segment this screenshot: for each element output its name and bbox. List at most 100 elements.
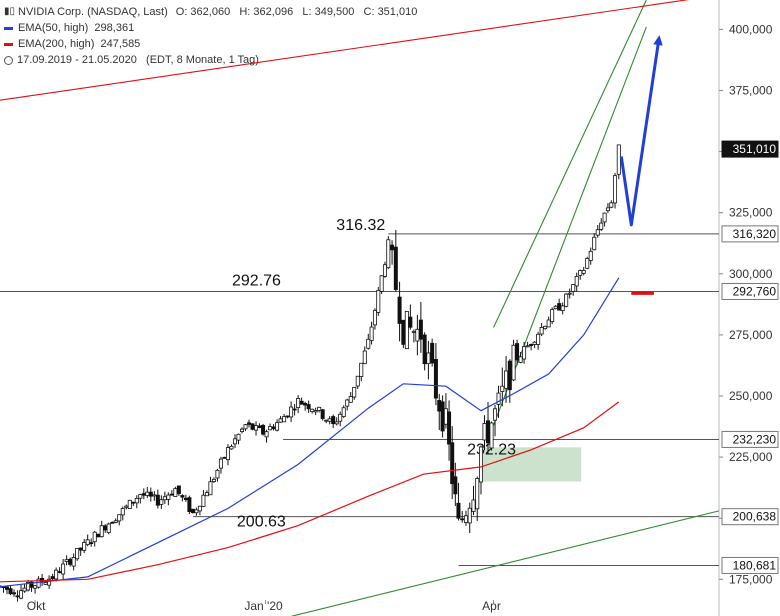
candle xyxy=(134,495,139,509)
trend-line-0 xyxy=(493,0,647,328)
candle xyxy=(463,510,468,526)
candle-body xyxy=(560,305,565,311)
candle-body xyxy=(148,491,153,497)
candle-body xyxy=(225,447,230,461)
legend-ema200-row: EMA(200, high) 247,585 xyxy=(4,36,417,52)
candle-body xyxy=(327,418,332,422)
candle xyxy=(232,434,237,449)
candle-body xyxy=(320,409,325,419)
candle xyxy=(609,200,614,209)
candle xyxy=(426,340,431,380)
candle-body xyxy=(243,424,248,430)
candle-body xyxy=(208,481,213,496)
forecast-arrow-layer xyxy=(619,35,663,295)
candle xyxy=(345,398,350,411)
candle xyxy=(471,485,476,516)
candle xyxy=(550,307,555,324)
candle xyxy=(278,415,283,423)
candle xyxy=(515,339,520,366)
candle-body xyxy=(201,494,206,507)
y-tick-label: 175,000 xyxy=(729,572,773,586)
candle-body xyxy=(592,236,597,251)
candle xyxy=(236,433,241,445)
candle xyxy=(422,332,427,371)
candle-body xyxy=(440,401,445,432)
candle-body xyxy=(599,222,604,230)
level-price-box-0-bg xyxy=(721,225,779,243)
candle xyxy=(613,172,618,209)
candle xyxy=(173,486,178,497)
candle-body xyxy=(564,293,569,307)
candle xyxy=(299,397,304,405)
candle xyxy=(54,567,59,582)
legend-ema50: EMA(50, high) 298,361 xyxy=(18,22,135,34)
level-annotation-0: 316.32 xyxy=(336,217,385,234)
candle xyxy=(456,482,461,521)
candle xyxy=(327,416,332,425)
candle xyxy=(479,445,484,495)
candle xyxy=(585,256,590,270)
candle xyxy=(564,293,569,308)
candle xyxy=(145,486,150,498)
candle-body xyxy=(33,585,38,589)
candle xyxy=(433,343,438,406)
candle xyxy=(19,585,24,600)
candle xyxy=(539,322,544,337)
candle-body xyxy=(393,246,398,290)
x-tick-label: Okt xyxy=(27,599,46,613)
candle-body xyxy=(211,478,216,482)
candle xyxy=(225,444,230,466)
candle-body xyxy=(605,207,610,212)
candle xyxy=(592,233,597,251)
candle-body xyxy=(197,505,202,512)
candle xyxy=(553,305,558,310)
y-tick-label: 250,000 xyxy=(729,389,773,403)
candle-body xyxy=(127,499,132,509)
candle xyxy=(334,417,339,426)
candles xyxy=(0,144,621,602)
candle xyxy=(240,427,245,434)
candle xyxy=(138,493,143,504)
candle-body xyxy=(299,400,304,405)
y-axis: 175,000 225,000 250,000 275,000 300,000 325,0… xyxy=(719,22,773,586)
candle xyxy=(605,203,610,214)
candle xyxy=(386,236,391,270)
candle xyxy=(588,247,593,265)
candle-body xyxy=(557,303,562,311)
candle-body xyxy=(602,212,607,223)
candle xyxy=(264,429,269,443)
candle-body xyxy=(176,485,181,495)
candle xyxy=(536,331,541,350)
candle-body xyxy=(539,327,544,335)
candle xyxy=(578,269,583,280)
candle xyxy=(599,218,604,232)
trend-line-2 xyxy=(290,510,720,616)
legend-ema50-row: EMA(50, high) 298,361 xyxy=(4,20,417,36)
candle-body xyxy=(382,264,387,277)
candle-body xyxy=(408,316,413,328)
level-price-box-1-bg xyxy=(721,282,779,300)
candle-body xyxy=(236,433,241,441)
candle-body xyxy=(204,492,209,497)
candle-body xyxy=(78,547,83,551)
candle-body xyxy=(190,508,195,514)
level-price-box-3: 200,638 xyxy=(721,508,779,526)
support-zone-layer xyxy=(481,447,582,482)
candle-body xyxy=(585,258,590,269)
candle-body xyxy=(43,582,48,585)
candle xyxy=(393,229,398,292)
level-price-box-4: 180,681 xyxy=(721,556,779,574)
candle xyxy=(197,505,202,516)
candle-body xyxy=(222,456,227,459)
candle-body xyxy=(8,588,13,595)
candle-body xyxy=(341,407,346,417)
candle xyxy=(113,518,118,524)
candle-body xyxy=(352,386,357,398)
candle xyxy=(152,491,157,501)
candle-body xyxy=(422,334,427,365)
candle-body xyxy=(453,476,458,495)
candle-body xyxy=(430,342,435,364)
candle-body xyxy=(379,275,384,292)
candle xyxy=(430,338,435,367)
